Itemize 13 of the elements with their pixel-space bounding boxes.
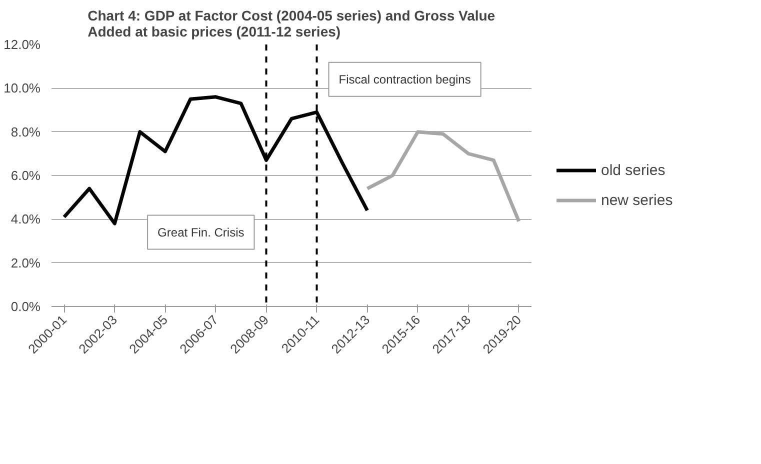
- y-tick-label: 12.0%: [4, 37, 41, 52]
- chart-title: Chart 4: GDP at Factor Cost (2004-05 series) and Gross Value Added at basic prices (2011-12 series): [88, 8, 496, 40]
- line-series: [366, 130, 521, 224]
- y-tick-label: 0.0%: [10, 299, 41, 314]
- legend-label: old series: [601, 162, 666, 178]
- y-tick-label: 6.0%: [10, 168, 41, 183]
- ref-line-label: Great Fin. Crisis: [158, 225, 244, 240]
- y-tick-label: 10.0%: [4, 80, 41, 96]
- ref-line-label: Fiscal contraction begins: [338, 72, 471, 86]
- y-tick-label: 4.0%: [10, 212, 41, 227]
- legend-label: new series: [601, 192, 673, 208]
- y-tick-label: 8.0%: [10, 124, 41, 140]
- y-tick-label: 2.0%: [10, 255, 41, 270]
